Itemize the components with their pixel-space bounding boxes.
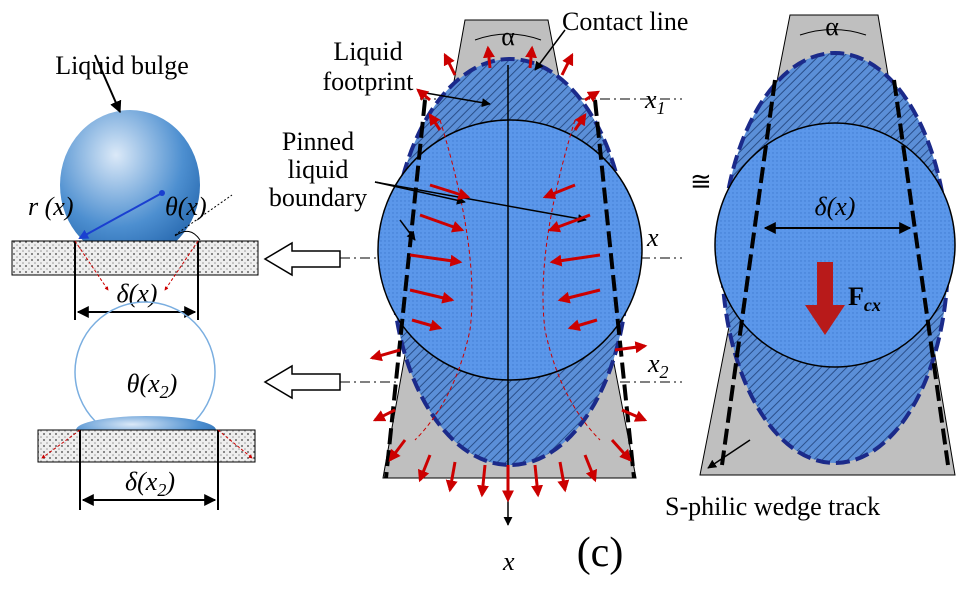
- label-part: δ(x: [125, 467, 158, 496]
- width-label: δ(x): [117, 279, 158, 308]
- approx-symbol: ≅: [690, 167, 712, 196]
- label-part: 2: [157, 480, 166, 500]
- force-arrow: [562, 55, 572, 75]
- label-part: 2: [160, 382, 169, 402]
- label-part: 1: [657, 98, 666, 118]
- label-part: x: [644, 85, 657, 114]
- force-arrow: [585, 92, 598, 100]
- alpha-label: α: [825, 12, 839, 41]
- force-arrow: [530, 48, 532, 68]
- axis-label: x: [502, 547, 515, 576]
- label-line: Pinned: [282, 127, 354, 156]
- x-label: x: [646, 223, 659, 252]
- label-part: ): [167, 369, 178, 398]
- angle2-label: θ(x2): [127, 369, 178, 402]
- width2-label: δ(x2): [125, 467, 175, 500]
- wedge-right: [700, 15, 955, 475]
- force-arrow: [372, 350, 400, 358]
- angle-label: θ(x): [165, 192, 207, 221]
- bulge-label: Liquid bulge: [55, 51, 189, 80]
- label-part: 2: [660, 362, 669, 382]
- caption: (c): [577, 530, 624, 576]
- width-label: δ(x): [815, 192, 856, 221]
- label-part: θ(x: [127, 369, 160, 398]
- track-label: S-philic wedge track: [665, 492, 880, 521]
- label-line: Liquid: [333, 37, 402, 66]
- page: {"left_panel": {"bulge_label": "Liquid b…: [0, 0, 971, 589]
- label-line: liquid: [288, 155, 349, 184]
- force-arrow: [445, 55, 455, 75]
- label-part: F: [848, 282, 864, 311]
- x1-label: x1: [644, 85, 666, 118]
- radius-label: r (x): [28, 192, 73, 221]
- diagram: Liquid bulge r (x) θ(x) δ(x) θ(x2) δ(x2)…: [0, 0, 971, 589]
- label-part: ): [164, 467, 175, 496]
- force-arrow: [622, 410, 645, 420]
- section-arrows: [265, 243, 340, 398]
- label-line: boundary: [269, 183, 367, 212]
- force-arrow: [488, 48, 490, 68]
- label-part: cx: [864, 295, 881, 315]
- label-part: x: [647, 349, 660, 378]
- alpha-label: α: [501, 22, 515, 51]
- label-line: footprint: [323, 67, 415, 96]
- x2-label: x2: [647, 349, 669, 382]
- contact-line-label: Contact line: [562, 7, 688, 36]
